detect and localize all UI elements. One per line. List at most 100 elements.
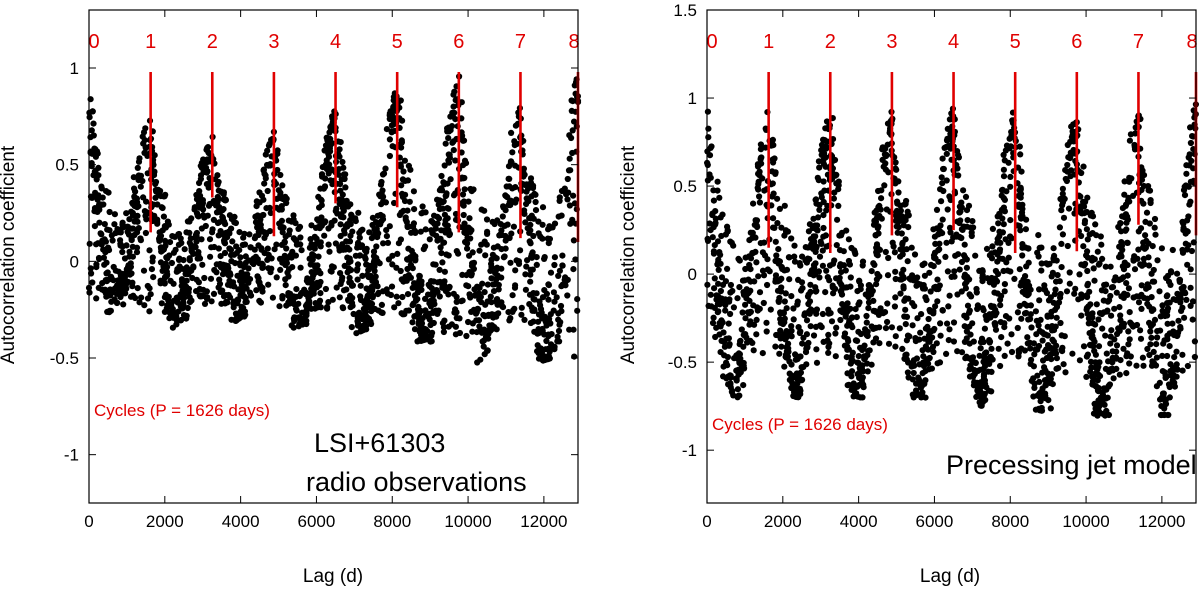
- left-scatter-point: [566, 326, 573, 333]
- right-scatter-point: [756, 289, 764, 296]
- left-scatter-point: [342, 184, 349, 191]
- left-scatter-point: [102, 277, 109, 284]
- right-scatter-point: [1038, 260, 1045, 267]
- right-scatter-point: [747, 255, 755, 262]
- left-scatter-point: [439, 199, 446, 206]
- left-scatter-point: [450, 103, 457, 110]
- left-cycle-label-8: 8: [568, 31, 579, 53]
- right-scatter-point: [980, 307, 987, 314]
- right-cycle-label-1: 1: [763, 31, 774, 53]
- right-scatter-point: [1008, 133, 1016, 140]
- right-scatter-point: [714, 178, 721, 185]
- left-scatter-point: [446, 283, 453, 290]
- left-scatter-point: [232, 219, 239, 227]
- right-scatter-point: [891, 249, 899, 256]
- right-scatter-point: [1169, 377, 1176, 384]
- right-scatter-point: [1060, 214, 1068, 221]
- left-scatter-point: [273, 274, 280, 281]
- right-scatter-point: [1060, 361, 1067, 368]
- right-scatter-point: [845, 346, 852, 353]
- right-scatter-point: [1036, 297, 1043, 304]
- left-scatter-point: [482, 252, 489, 259]
- left-scatter-point: [557, 319, 564, 326]
- right-scatter-point: [1107, 340, 1114, 347]
- left-scatter-point: [324, 304, 331, 311]
- left-scatter-point: [463, 332, 470, 340]
- right-scatter-point: [948, 238, 955, 245]
- right-scatter-point: [991, 289, 998, 296]
- left-scatter-point: [158, 300, 165, 307]
- right-scatter-point: [995, 220, 1002, 227]
- left-cycle-label-4: 4: [330, 31, 341, 53]
- left-scatter-point: [138, 294, 145, 301]
- right-scatter-point: [815, 268, 823, 275]
- right-scatter-point: [727, 384, 734, 391]
- right-scatter-point: [854, 337, 861, 344]
- right-scatter-point: [1171, 354, 1178, 361]
- right-scatter-point: [741, 277, 748, 284]
- right-scatter-point: [705, 134, 712, 141]
- left-scatter-point: [321, 183, 329, 190]
- right-scatter-point: [1039, 337, 1046, 344]
- right-scatter-point: [857, 344, 864, 351]
- right-scatter-point: [1184, 261, 1191, 268]
- left-scatter-point: [445, 252, 452, 259]
- right-scatter-point: [1049, 327, 1056, 334]
- right-scatter-point: [1187, 284, 1194, 291]
- right-scatter-point: [813, 359, 821, 366]
- right-scatter-point: [966, 373, 974, 380]
- left-scatter-point: [461, 220, 468, 227]
- right-scatter-point: [1113, 342, 1121, 349]
- right-scatter-point: [1020, 276, 1027, 283]
- right-scatter-point: [926, 306, 933, 314]
- right-scatter-point: [1059, 231, 1066, 238]
- right-scatter-point: [911, 362, 918, 369]
- right-scatter-point: [1040, 357, 1047, 364]
- right-scatter-point: [737, 338, 744, 345]
- left-scatter-point: [383, 126, 390, 133]
- right-scatter-point: [1191, 353, 1198, 361]
- right-scatter-point: [788, 323, 795, 330]
- right-scatter-point: [1135, 299, 1143, 306]
- right-scatter-point: [911, 303, 918, 310]
- left-scatter-point: [134, 204, 141, 211]
- right-scatter-point: [715, 256, 722, 263]
- right-scatter-point: [860, 368, 867, 375]
- right-scatter-point: [807, 281, 814, 288]
- right-scatter-point: [1113, 354, 1120, 361]
- left-scatter-point: [247, 292, 255, 299]
- right-scatter-point: [1124, 272, 1131, 279]
- right-scatter-point: [862, 326, 869, 333]
- left-scatter-point: [260, 211, 267, 219]
- left-scatter-point: [303, 310, 310, 317]
- left-scatter-point: [88, 127, 95, 134]
- left-scatter-point: [244, 271, 251, 278]
- left-scatter-point: [385, 256, 392, 263]
- right-scatter-point: [970, 338, 977, 345]
- right-scatter-point: [899, 345, 906, 352]
- left-scatter-point: [473, 329, 480, 336]
- left-scatter-point: [532, 207, 540, 214]
- right-scatter-point: [803, 317, 811, 324]
- right-scatter-point: [716, 249, 723, 256]
- right-scatter-point: [876, 246, 884, 253]
- left-scatter-point: [466, 292, 474, 299]
- right-y-tick-label: -1: [682, 441, 697, 460]
- right-scatter-point: [877, 306, 884, 313]
- right-scatter-point: [1001, 288, 1008, 295]
- left-scatter-point: [509, 149, 516, 156]
- left-scatter-point: [214, 219, 221, 227]
- right-scatter-point: [950, 319, 958, 326]
- right-scatter-point: [705, 125, 712, 132]
- left-scatter-point: [354, 244, 361, 251]
- left-scatter-point: [439, 187, 446, 194]
- left-scatter-point: [100, 254, 107, 261]
- left-scatter-point: [476, 323, 483, 330]
- left-scatter-point: [488, 256, 495, 263]
- left-scatter-point: [484, 230, 491, 237]
- left-scatter-point: [354, 261, 362, 268]
- right-scatter-point: [933, 286, 940, 293]
- left-scatter-point: [368, 320, 375, 328]
- left-scatter-point: [119, 286, 126, 294]
- left-scatter-point: [283, 260, 290, 267]
